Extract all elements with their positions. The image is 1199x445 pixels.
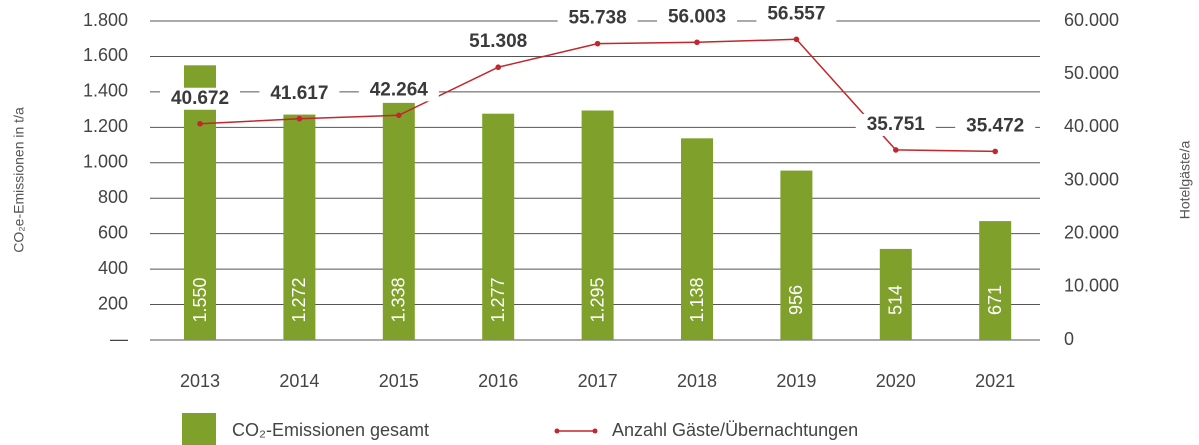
bar-label: 1.277 xyxy=(488,277,508,322)
y-axis-label: CO₂e-Emissionen in t/a xyxy=(11,107,27,253)
label-bg xyxy=(458,31,539,54)
y-tick-label: 600 xyxy=(98,222,128,242)
x-tick-label: 2019 xyxy=(776,371,816,391)
y2-axis-label: Hotelgäste/a xyxy=(1177,140,1193,219)
line-point xyxy=(396,112,402,119)
bar-label: 1.295 xyxy=(587,277,607,322)
x-tick-label: 2016 xyxy=(478,371,518,391)
bar-label: 1.338 xyxy=(389,277,409,322)
label-bg xyxy=(160,87,240,110)
bar xyxy=(780,170,813,340)
y2-tick-label: 30.000 xyxy=(1064,169,1119,189)
legend-label: CO₂-Emissionen gesamt xyxy=(232,420,429,440)
x-tick-label: 2021 xyxy=(975,371,1015,391)
point-label: 42.264 xyxy=(370,79,429,100)
label-bg xyxy=(855,113,936,136)
legend-label: Anzahl Gäste/Übernachtungen xyxy=(612,420,858,440)
bar-label: 1.550 xyxy=(190,277,210,322)
y2-tick-label: 60.000 xyxy=(1064,10,1119,30)
line-point xyxy=(893,147,899,153)
line-point xyxy=(296,115,303,122)
label-bg xyxy=(657,6,737,29)
line-point xyxy=(495,64,502,71)
y2-tick-label: 20.000 xyxy=(1064,222,1119,242)
label-bg xyxy=(259,82,340,105)
y-tick-label: — xyxy=(110,329,128,349)
y-tick-label: 200 xyxy=(98,293,128,313)
y-tick-label: 1.800 xyxy=(83,10,128,30)
point-label: 56.557 xyxy=(767,3,825,24)
bar-label: 514 xyxy=(886,285,906,315)
label-bg xyxy=(557,7,638,30)
x-tick-label: 2013 xyxy=(180,371,220,391)
y-tick-label: 800 xyxy=(98,187,128,207)
point-label: 35.751 xyxy=(867,114,926,135)
label-bg xyxy=(756,3,837,26)
bar xyxy=(184,65,216,341)
bar xyxy=(283,114,316,340)
bar xyxy=(979,221,1012,340)
bar xyxy=(681,138,713,340)
bar xyxy=(382,102,415,340)
line-point xyxy=(694,39,700,46)
y-tick-label: 1.600 xyxy=(83,45,128,65)
legend-dot xyxy=(554,428,560,434)
y2-tick-label: 0 xyxy=(1064,329,1074,349)
x-tick-label: 2017 xyxy=(578,371,618,391)
bar xyxy=(879,248,912,340)
y2-tick-label: 40.000 xyxy=(1064,116,1119,136)
y-tick-label: 400 xyxy=(98,258,128,278)
y2-tick-label: 50.000 xyxy=(1064,63,1119,83)
line-point xyxy=(992,148,998,155)
legend-swatch xyxy=(182,413,216,445)
bar xyxy=(581,110,614,340)
y2-tick-label: 10.000 xyxy=(1064,276,1119,296)
point-label: 35.472 xyxy=(966,115,1024,136)
x-tick-label: 2018 xyxy=(677,371,717,391)
bar xyxy=(482,113,515,340)
x-tick-label: 2020 xyxy=(876,371,916,391)
point-label: 55.738 xyxy=(569,8,627,29)
line-point xyxy=(197,120,203,127)
point-label: 51.308 xyxy=(469,31,527,52)
line-point xyxy=(793,36,800,43)
x-tick-label: 2014 xyxy=(279,371,319,391)
bar-label: 1.138 xyxy=(687,277,707,322)
point-label: 41.617 xyxy=(270,83,328,104)
y-tick-label: 1.200 xyxy=(83,116,128,136)
bar-label: 671 xyxy=(985,285,1005,315)
y-tick-label: 1.000 xyxy=(83,152,128,172)
label-bg xyxy=(955,115,1036,138)
x-tick-label: 2015 xyxy=(379,371,419,391)
point-label: 56.003 xyxy=(668,6,726,27)
legend-dot xyxy=(592,428,598,434)
line-point xyxy=(594,40,601,47)
bar-label: 956 xyxy=(786,285,806,315)
point-label: 40.672 xyxy=(171,88,229,109)
bar-label: 1.272 xyxy=(289,277,309,322)
label-bg xyxy=(358,79,439,102)
y-tick-label: 1.400 xyxy=(83,81,128,101)
